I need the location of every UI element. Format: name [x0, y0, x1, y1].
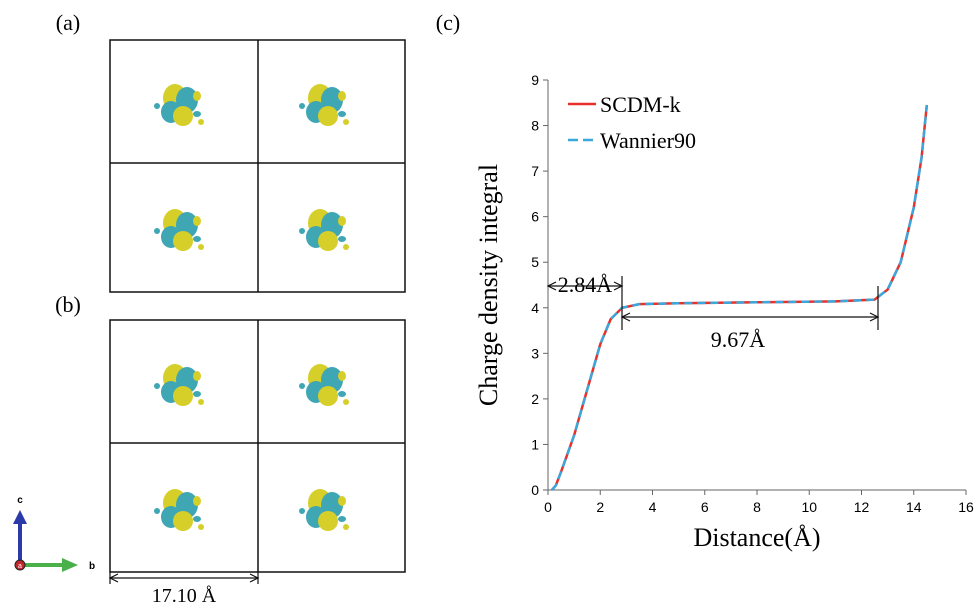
y-tick-label: 4 — [531, 300, 539, 316]
y-tick-label: 3 — [531, 345, 539, 361]
scale-bar-label: 17.10 Å — [152, 585, 217, 607]
y-tick-label: 0 — [531, 482, 539, 498]
x-tick-label: 12 — [854, 499, 870, 515]
y-tick-label: 6 — [531, 209, 539, 225]
panel-b-image — [110, 320, 405, 572]
figure: (a) (b) (c) c b a 17.10 Å 01234567890246… — [0, 0, 980, 608]
x-tick-label: 6 — [701, 499, 709, 515]
scale-bar — [110, 572, 258, 584]
legend-label: SCDM-k — [600, 92, 681, 117]
y-tick-label: 5 — [531, 254, 539, 270]
axis-label: b — [89, 561, 95, 572]
y-tick-label: 2 — [531, 391, 539, 407]
axis-label: a — [18, 563, 22, 570]
annotation: 9.67Å — [711, 327, 766, 352]
y-tick-label: 8 — [531, 118, 539, 134]
page: {"panels": {"a": "(a)", "b": "(b)", "c":… — [0, 0, 980, 608]
axis-label: c — [17, 495, 23, 506]
annotation: 2.84Å — [558, 272, 613, 297]
x-tick-label: 10 — [801, 499, 817, 515]
data-line — [552, 105, 927, 490]
panel-label: (b) — [55, 292, 81, 317]
x-tick-label: 8 — [753, 499, 761, 515]
axes-triad — [13, 510, 78, 572]
panel-label: (c) — [436, 10, 460, 35]
y-tick-label: 9 — [531, 72, 539, 88]
y-tick-label: 7 — [531, 163, 539, 179]
y-tick-label: 1 — [531, 436, 539, 452]
legend-label: Wannier90 — [600, 128, 696, 153]
x-tick-label: 16 — [958, 499, 974, 515]
panel-label: (a) — [56, 10, 80, 35]
x-axis-title: Distance(Å) — [693, 523, 820, 552]
x-tick-label: 2 — [596, 499, 604, 515]
y-axis-title: Charge density integral — [474, 164, 503, 406]
x-tick-label: 14 — [906, 499, 922, 515]
data-line — [552, 105, 927, 490]
x-tick-label: 0 — [544, 499, 552, 515]
x-tick-label: 4 — [649, 499, 657, 515]
panel-a-image — [110, 40, 405, 292]
